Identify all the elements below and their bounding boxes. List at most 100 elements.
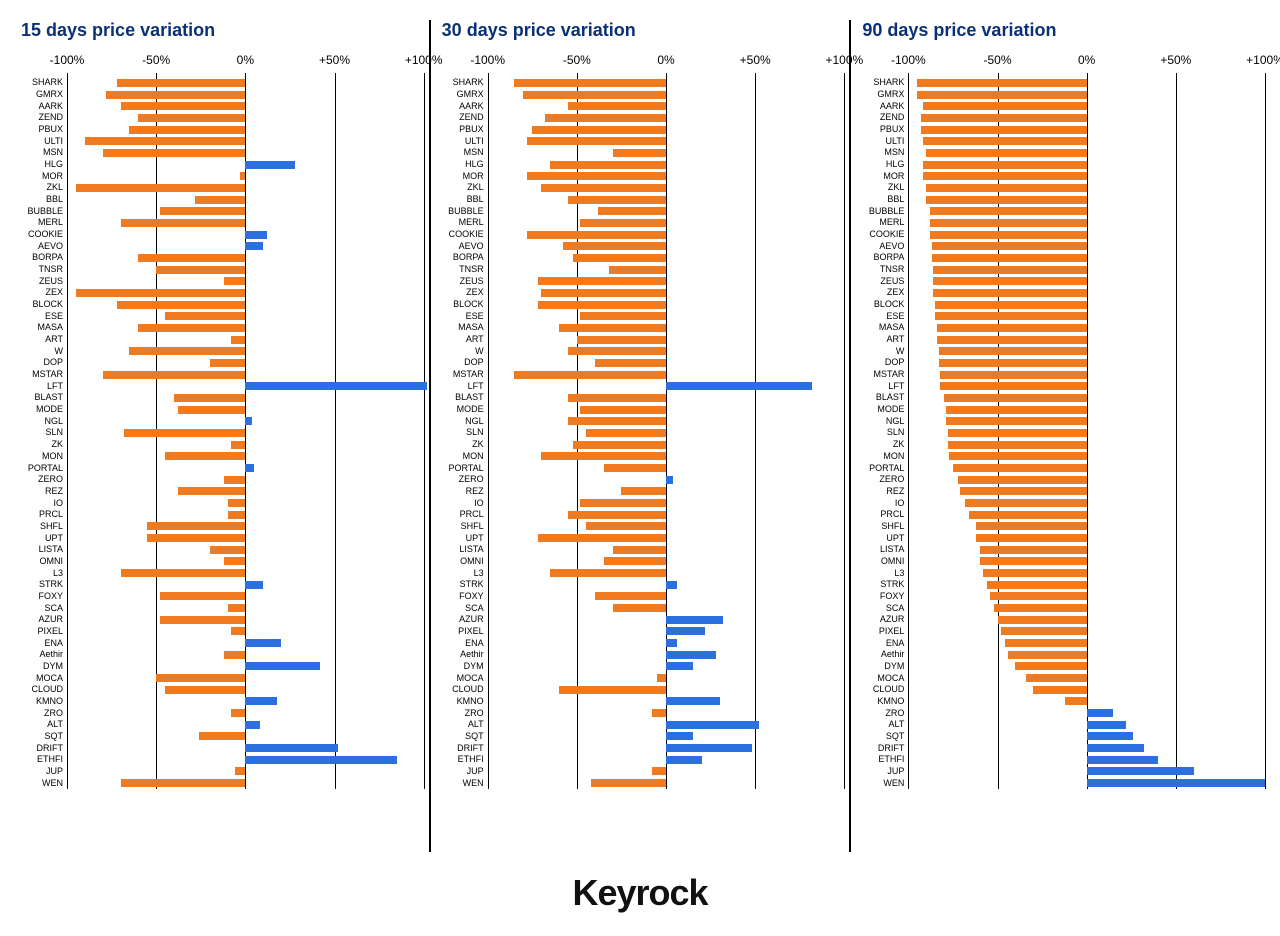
- bar-row: [67, 779, 424, 787]
- y-label: PIXEL: [15, 627, 67, 636]
- y-label: NGL: [436, 417, 488, 426]
- y-label: MOR: [436, 172, 488, 181]
- bar-row: [908, 91, 1265, 99]
- bar-row: [908, 744, 1265, 752]
- bar: [228, 499, 246, 507]
- bar: [228, 511, 246, 519]
- bar-row: [488, 242, 845, 250]
- bar: [1087, 767, 1194, 775]
- y-label: DOP: [436, 358, 488, 367]
- y-label: IO: [15, 499, 67, 508]
- bar: [926, 184, 1087, 192]
- y-label: BORPA: [436, 253, 488, 262]
- bar: [666, 721, 759, 729]
- y-label: PORTAL: [15, 464, 67, 473]
- y-label: LFT: [436, 382, 488, 391]
- bar-row: [908, 674, 1265, 682]
- y-axis-labels: SHARKGMRXAARKZENDPBUXULTIMSNHLGMORZKLBBL…: [15, 49, 67, 789]
- bar: [1087, 732, 1133, 740]
- x-tick: -50%: [563, 53, 591, 67]
- bar: [946, 417, 1087, 425]
- bar-row: [488, 161, 845, 169]
- y-label: AEVO: [15, 242, 67, 251]
- bar-row: [67, 266, 424, 274]
- charts-row: 15 days price variationSHARKGMRXAARKZEND…: [10, 20, 1270, 852]
- bar-row: [488, 102, 845, 110]
- y-label: L3: [15, 569, 67, 578]
- y-label: ZEND: [856, 113, 908, 122]
- bar: [103, 371, 246, 379]
- bar: [527, 137, 666, 145]
- bar-row: [67, 592, 424, 600]
- bar-row: [67, 546, 424, 554]
- bar: [138, 254, 245, 262]
- bar: [178, 406, 246, 414]
- bar-row: [67, 581, 424, 589]
- bars-container: [67, 77, 424, 789]
- bar-row: [908, 79, 1265, 87]
- bar: [523, 91, 666, 99]
- bar-row: [908, 639, 1265, 647]
- bar-row: [67, 207, 424, 215]
- bar: [958, 476, 1086, 484]
- bar: [573, 254, 666, 262]
- y-label: PIXEL: [436, 627, 488, 636]
- bar: [178, 487, 246, 495]
- x-tick: 0%: [1078, 53, 1095, 67]
- bar-row: [908, 441, 1265, 449]
- bar: [165, 686, 245, 694]
- bar-row: [67, 744, 424, 752]
- bar: [573, 441, 666, 449]
- y-label: JUP: [436, 767, 488, 776]
- bar: [541, 184, 666, 192]
- bar: [948, 441, 1087, 449]
- bar: [923, 102, 1087, 110]
- y-label: BLOCK: [15, 300, 67, 309]
- y-label: DRIFT: [856, 744, 908, 753]
- y-label: MODE: [15, 405, 67, 414]
- y-label: BORPA: [15, 253, 67, 262]
- bar-row: [67, 149, 424, 157]
- bar: [103, 149, 246, 157]
- bar: [199, 732, 245, 740]
- bar-row: [908, 429, 1265, 437]
- y-label: MODE: [436, 405, 488, 414]
- bar-row: [488, 721, 845, 729]
- y-label: MASA: [856, 323, 908, 332]
- y-label: IO: [436, 499, 488, 508]
- y-label: IO: [856, 499, 908, 508]
- bar: [245, 581, 263, 589]
- bar: [121, 102, 246, 110]
- y-label: MOCA: [856, 674, 908, 683]
- bar-row: [908, 347, 1265, 355]
- bar: [666, 639, 677, 647]
- y-label: PBUX: [856, 125, 908, 134]
- y-label: BBL: [15, 195, 67, 204]
- bar-row: [908, 686, 1265, 694]
- y-label: ART: [856, 335, 908, 344]
- bar-row: [67, 487, 424, 495]
- bar: [245, 721, 259, 729]
- bar-row: [67, 102, 424, 110]
- y-label: REZ: [15, 487, 67, 496]
- y-label: DYM: [436, 662, 488, 671]
- bar: [921, 126, 1087, 134]
- y-label: AZUR: [436, 615, 488, 624]
- bar: [538, 534, 666, 542]
- bar-row: [488, 581, 845, 589]
- bar: [940, 371, 1086, 379]
- bar: [960, 487, 1087, 495]
- bar-row: [67, 732, 424, 740]
- bar-row: [67, 219, 424, 227]
- x-tick: +100%: [1246, 53, 1280, 67]
- bar-row: [908, 709, 1265, 717]
- bar: [1001, 627, 1087, 635]
- y-label: ZEND: [15, 113, 67, 122]
- bar: [1087, 721, 1126, 729]
- bar: [541, 289, 666, 297]
- y-label: MOCA: [436, 674, 488, 683]
- bar-row: [67, 534, 424, 542]
- y-label: ETHFI: [15, 755, 67, 764]
- bar-row: [67, 359, 424, 367]
- y-label: OMNI: [856, 557, 908, 566]
